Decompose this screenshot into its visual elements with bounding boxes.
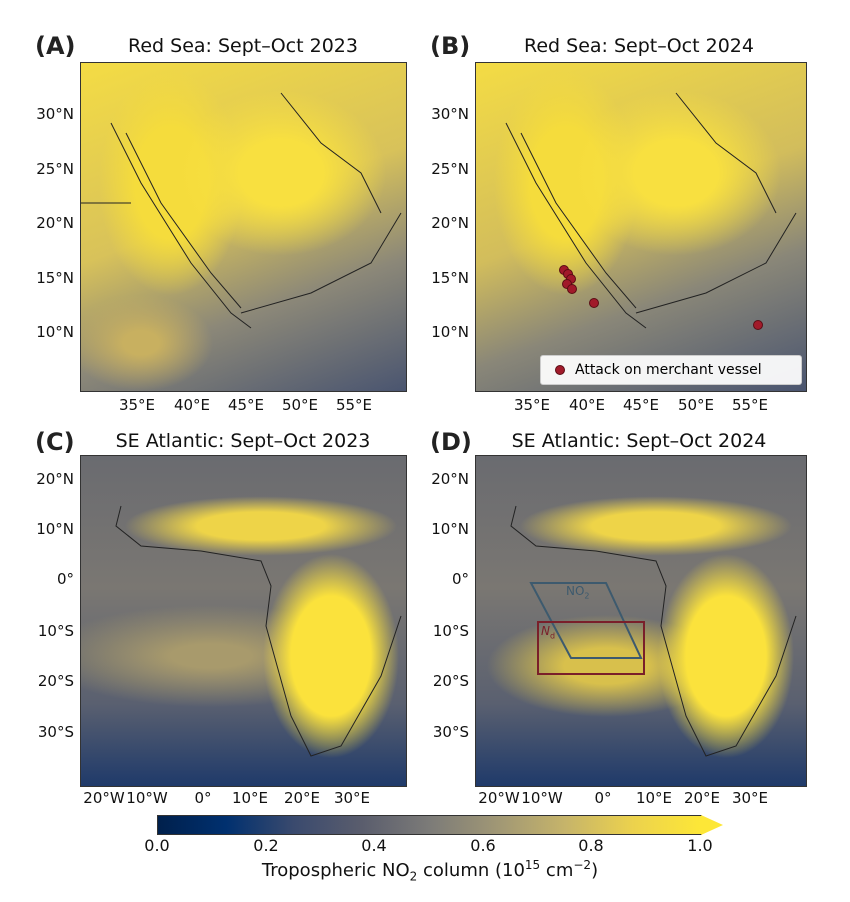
panel-a-title: Red Sea: Sept–Oct 2023: [128, 35, 358, 57]
x-tick: 55°E: [731, 396, 769, 414]
y-tick: 0°: [451, 570, 469, 588]
y-tick: 20°N: [36, 214, 74, 232]
x-tick: 20°W: [478, 789, 520, 807]
y-tick: 10°N: [431, 520, 469, 538]
panel-b-letter: (B): [430, 32, 471, 60]
panel-b-map: [475, 62, 807, 392]
y-tick: 15°N: [36, 269, 74, 287]
x-tick: 40°E: [568, 396, 606, 414]
attack-marker: [753, 320, 763, 330]
x-tick: 20°W: [83, 789, 125, 807]
colorbar-tick: 0.6: [470, 836, 496, 855]
panel-a-map: [80, 62, 407, 392]
panel-d-coastlines: [510, 505, 797, 757]
x-tick: 30°E: [731, 789, 769, 807]
panel-a-coastlines: [81, 92, 402, 329]
x-tick: 45°E: [622, 396, 660, 414]
nd-region-box: [537, 621, 645, 675]
y-tick: 20°N: [431, 214, 469, 232]
x-tick: 35°E: [118, 396, 156, 414]
nd-box-label: Nd: [541, 624, 556, 641]
colorbar-extend-arrow: [701, 815, 723, 835]
x-tick: 10°E: [231, 789, 269, 807]
attack-marker: [567, 284, 577, 294]
legend: Attack on merchant vessel: [540, 355, 802, 385]
x-tick: 40°E: [173, 396, 211, 414]
x-tick: 35°E: [513, 396, 551, 414]
y-tick: 20°S: [37, 672, 74, 690]
y-tick: 10°S: [432, 622, 469, 640]
x-tick: 0°: [194, 789, 212, 807]
panel-b-coastlines: [505, 92, 797, 329]
x-tick: 50°E: [281, 396, 319, 414]
colorbar-tick: 0.4: [361, 836, 387, 855]
colorbar-tick: 0.2: [253, 836, 279, 855]
x-tick: 10°W: [521, 789, 563, 807]
y-tick: 0°: [56, 570, 74, 588]
y-tick: 10°N: [36, 323, 74, 341]
panel-d-map: NO2 Nd: [475, 455, 807, 787]
no2-box-label: NO2: [566, 584, 590, 601]
panel-c-title: SE Atlantic: Sept–Oct 2023: [115, 430, 371, 452]
y-tick: 10°N: [431, 323, 469, 341]
panel-b-title: Red Sea: Sept–Oct 2024: [524, 35, 754, 57]
x-tick: 0°: [594, 789, 612, 807]
y-tick: 10°S: [37, 622, 74, 640]
colorbar-tick: 1.0: [687, 836, 713, 855]
y-tick: 25°N: [431, 160, 469, 178]
colorbar-tick: 0.8: [578, 836, 604, 855]
colorbar-tick: 0.0: [144, 836, 170, 855]
no2-region-box: [529, 582, 643, 659]
attack-marker: [589, 298, 599, 308]
x-tick: 30°E: [333, 789, 371, 807]
panel-a-letter: (A): [35, 32, 76, 60]
y-tick: 30°N: [431, 105, 469, 123]
x-tick: 20°E: [283, 789, 321, 807]
y-tick: 10°N: [36, 520, 74, 538]
legend-label: Attack on merchant vessel: [575, 362, 762, 378]
panel-d-title: SE Atlantic: Sept–Oct 2024: [511, 430, 767, 452]
y-tick: 30°N: [36, 105, 74, 123]
y-tick: 20°N: [431, 470, 469, 488]
y-tick: 20°S: [432, 672, 469, 690]
colorbar-label: Tropospheric NO2 column (1015 cm−2): [261, 858, 599, 884]
panel-c-letter: (C): [35, 428, 75, 456]
x-tick: 50°E: [677, 396, 715, 414]
x-tick: 10°E: [635, 789, 673, 807]
y-tick: 30°S: [432, 723, 469, 741]
attack-markers: [559, 265, 763, 330]
x-tick: 20°E: [683, 789, 721, 807]
attack-marker-icon: [555, 365, 565, 375]
colorbar: [157, 815, 702, 835]
y-tick: 25°N: [36, 160, 74, 178]
panel-c-map: [80, 455, 407, 787]
x-tick: 10°W: [126, 789, 168, 807]
x-tick: 45°E: [227, 396, 265, 414]
y-tick: 30°S: [37, 723, 74, 741]
panel-c-coastlines: [115, 505, 402, 757]
y-tick: 20°N: [36, 470, 74, 488]
panel-d-letter: (D): [430, 428, 472, 456]
y-tick: 15°N: [431, 269, 469, 287]
x-tick: 55°E: [335, 396, 373, 414]
